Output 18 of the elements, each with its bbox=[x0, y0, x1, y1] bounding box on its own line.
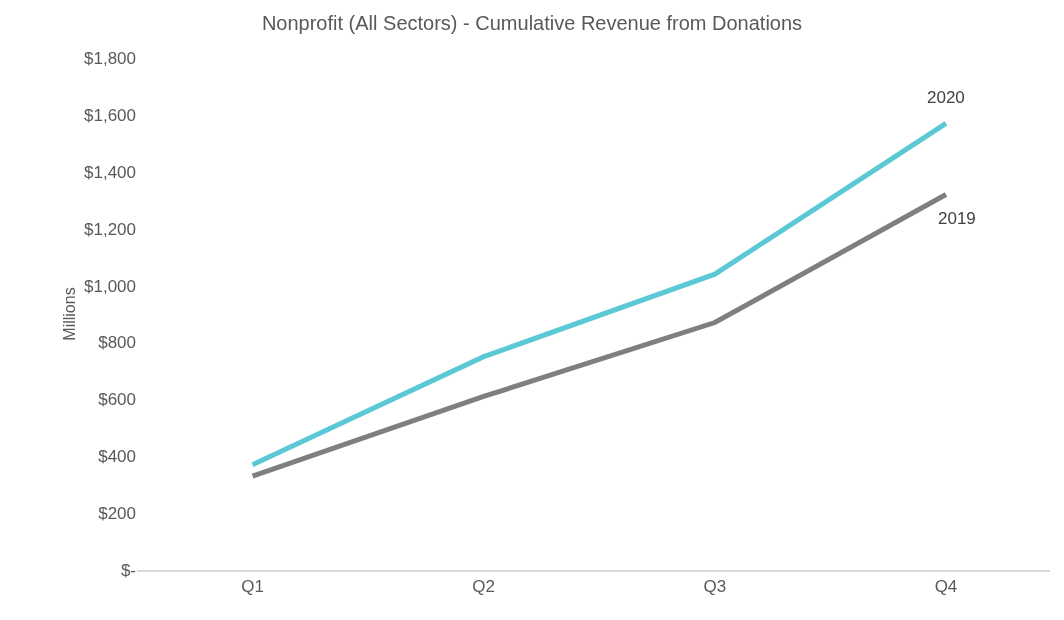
series-label: 2020 bbox=[927, 88, 965, 107]
x-tick-label: Q2 bbox=[472, 577, 496, 597]
y-tick-label: $- bbox=[120, 560, 136, 580]
x-tick-label: Q4 bbox=[934, 577, 958, 597]
y-tick-label: $1,800 bbox=[84, 48, 136, 68]
y-tick-label: $200 bbox=[98, 504, 136, 524]
y-tick-label: $1,400 bbox=[84, 162, 136, 182]
y-tick-label: $400 bbox=[98, 447, 136, 467]
y-tick-label: $1,200 bbox=[84, 219, 136, 239]
y-tick-label: $600 bbox=[98, 390, 136, 410]
chart-title: Nonprofit (All Sectors) - Cumulative Revenue from Donations bbox=[261, 11, 803, 34]
y-tick-label: $1,000 bbox=[84, 276, 136, 296]
x-tick-label: Q1 bbox=[241, 577, 264, 597]
y-tick-label: $1,600 bbox=[84, 105, 136, 125]
y-tick-label: $800 bbox=[98, 333, 136, 353]
y-axis-title: Millions bbox=[60, 287, 78, 341]
x-tick-label: Q3 bbox=[703, 577, 727, 597]
series-label: 2019 bbox=[938, 209, 976, 228]
